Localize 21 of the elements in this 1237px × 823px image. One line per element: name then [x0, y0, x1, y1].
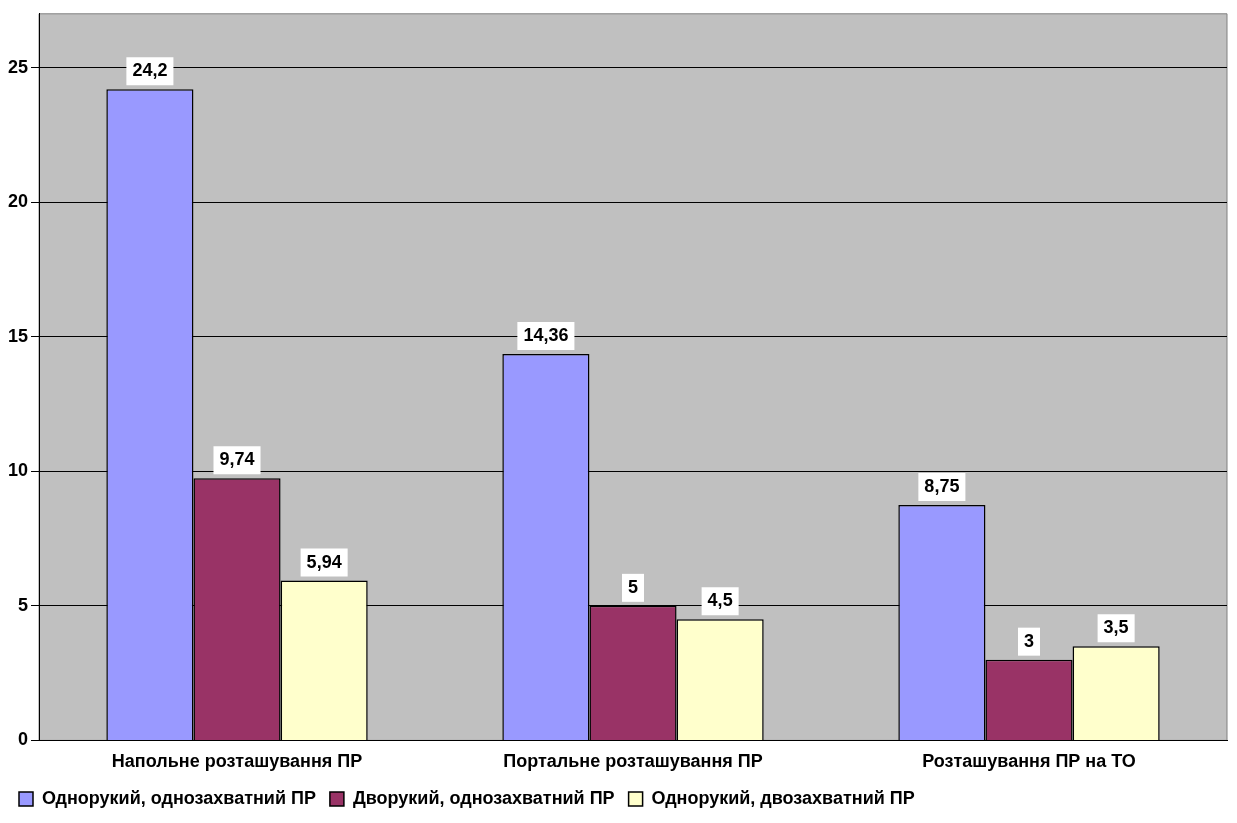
data-label: 5	[628, 576, 639, 597]
data-label: 3,5	[1103, 617, 1129, 638]
legend-label: Однорукий, однозахватний ПР	[42, 787, 316, 808]
x-tick-label: Розташування ПР на ТО	[922, 751, 1136, 772]
data-label: 4,5	[707, 590, 733, 611]
data-label: 14,36	[523, 324, 569, 345]
y-tick-label: 20	[7, 191, 29, 212]
y-tick-label: 15	[7, 325, 29, 346]
data-label: 9,74	[219, 449, 255, 470]
y-tick-label: 10	[7, 460, 29, 481]
y-tick-label: 0	[18, 729, 29, 750]
legend-label: Однорукий, двозахватний ПР	[651, 787, 915, 808]
legend-label: Дворукий, однозахватний ПР	[352, 787, 615, 808]
data-label: 5,94	[306, 551, 342, 572]
data-label: 8,75	[924, 475, 960, 496]
y-tick-label: 25	[7, 56, 29, 77]
x-tick-label: Напольне розташування ПР	[111, 751, 363, 772]
x-tick-label: Портальне розташування ПР	[503, 751, 763, 772]
data-label: 24,2	[132, 60, 168, 81]
data-label: 3	[1024, 630, 1035, 651]
y-tick-label: 5	[18, 594, 29, 615]
